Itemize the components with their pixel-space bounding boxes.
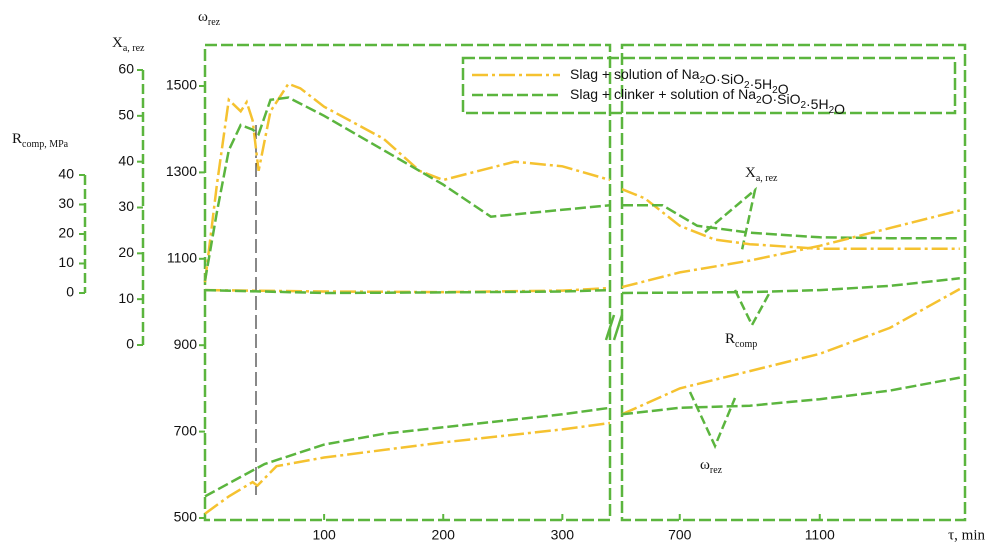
- series-line: [203, 82, 611, 283]
- panel-frame: [203, 43, 612, 522]
- legend-label: Slag + clinker + solution of Na2O·SiO2·5…: [570, 86, 845, 117]
- series-line: [621, 376, 961, 416]
- series-line: [621, 188, 960, 251]
- text-part: R: [12, 131, 22, 147]
- y-tick-label: 40: [118, 152, 134, 168]
- x-tick-label: 700: [668, 527, 692, 543]
- series-line: [621, 277, 960, 295]
- text-part: ·5H: [806, 96, 829, 112]
- text-part: O: [834, 101, 845, 117]
- series-line: [204, 421, 611, 515]
- legend-box: [461, 56, 957, 115]
- annotation-pointers: [688, 186, 772, 450]
- y-tick-label: 1500: [166, 77, 197, 93]
- subscript: rez: [208, 17, 221, 28]
- series-line: [204, 286, 611, 294]
- x-tick-label: 100: [312, 527, 336, 543]
- subscript: rez: [710, 465, 723, 476]
- subscript: a, rez: [123, 43, 145, 54]
- panel-frame: [620, 43, 967, 522]
- y-tick-label: 10: [118, 290, 134, 306]
- subscript: a, rez: [756, 173, 778, 184]
- subscript: 2: [744, 80, 750, 91]
- text-part: X: [112, 35, 123, 51]
- text-part: Slag + clinker + solution of Na: [570, 86, 756, 102]
- y-tick-label: 40: [58, 166, 74, 182]
- y-tick-label: 0: [66, 284, 74, 300]
- annotation: Xa, rez: [745, 165, 778, 184]
- y-tick-label: 60: [118, 61, 134, 77]
- x-tick-label: 200: [432, 527, 456, 543]
- annotation: Rcomp: [725, 331, 757, 350]
- text-part: ·5H: [750, 76, 773, 92]
- text-part: X: [745, 165, 756, 181]
- y-tick-label: 20: [118, 244, 134, 260]
- series-line: [621, 287, 961, 416]
- y-axis-title: ωrez: [198, 9, 221, 28]
- text-part: ω: [700, 457, 710, 473]
- subscript: 2: [700, 75, 706, 86]
- subscript: 2: [772, 85, 778, 96]
- series-line: [621, 209, 961, 289]
- y-tick-label: 700: [174, 422, 198, 438]
- text-part: O·SiO: [705, 71, 744, 87]
- subscript: comp, MPa: [22, 139, 69, 150]
- y3-axis-title: Rcomp, MPa: [12, 131, 69, 150]
- axis-break: [604, 314, 624, 341]
- y-tick-label: 900: [174, 336, 198, 352]
- y-tick-label: 1100: [167, 250, 197, 266]
- y-tick-label: 1300: [166, 163, 197, 179]
- y2-axis-title: Xa, rez: [112, 35, 145, 54]
- annotation: ωrez: [700, 457, 723, 476]
- y-tick-label: 500: [174, 509, 198, 525]
- y-tick-label: 0: [126, 336, 134, 352]
- subscript: comp: [735, 339, 757, 350]
- text-part: O·SiO: [762, 91, 801, 107]
- subscript: 2: [829, 105, 835, 116]
- text-part: ω: [198, 9, 208, 25]
- text-part: O: [778, 81, 789, 97]
- x-axis-title: τ, min: [948, 527, 985, 543]
- subscript: 2: [800, 100, 806, 111]
- legend-label: Slag + solution of Na2O·SiO2·5H2O: [570, 66, 789, 97]
- y-tick-label: 50: [118, 107, 134, 123]
- x-tick-label: 1100: [805, 527, 835, 543]
- series-line: [203, 96, 611, 282]
- y-tick-label: 10: [58, 254, 74, 270]
- y-tick-label: 30: [118, 198, 134, 214]
- subscript: 2: [756, 95, 762, 106]
- series-line: [622, 203, 960, 240]
- series-line: [204, 406, 611, 498]
- text-part: Slag + solution of Na: [570, 66, 700, 82]
- text-part: R: [725, 331, 735, 347]
- x-tick-label: 300: [551, 527, 575, 543]
- y-tick-label: 30: [58, 195, 74, 211]
- series-line: [204, 288, 611, 295]
- y-tick-label: 20: [58, 225, 74, 241]
